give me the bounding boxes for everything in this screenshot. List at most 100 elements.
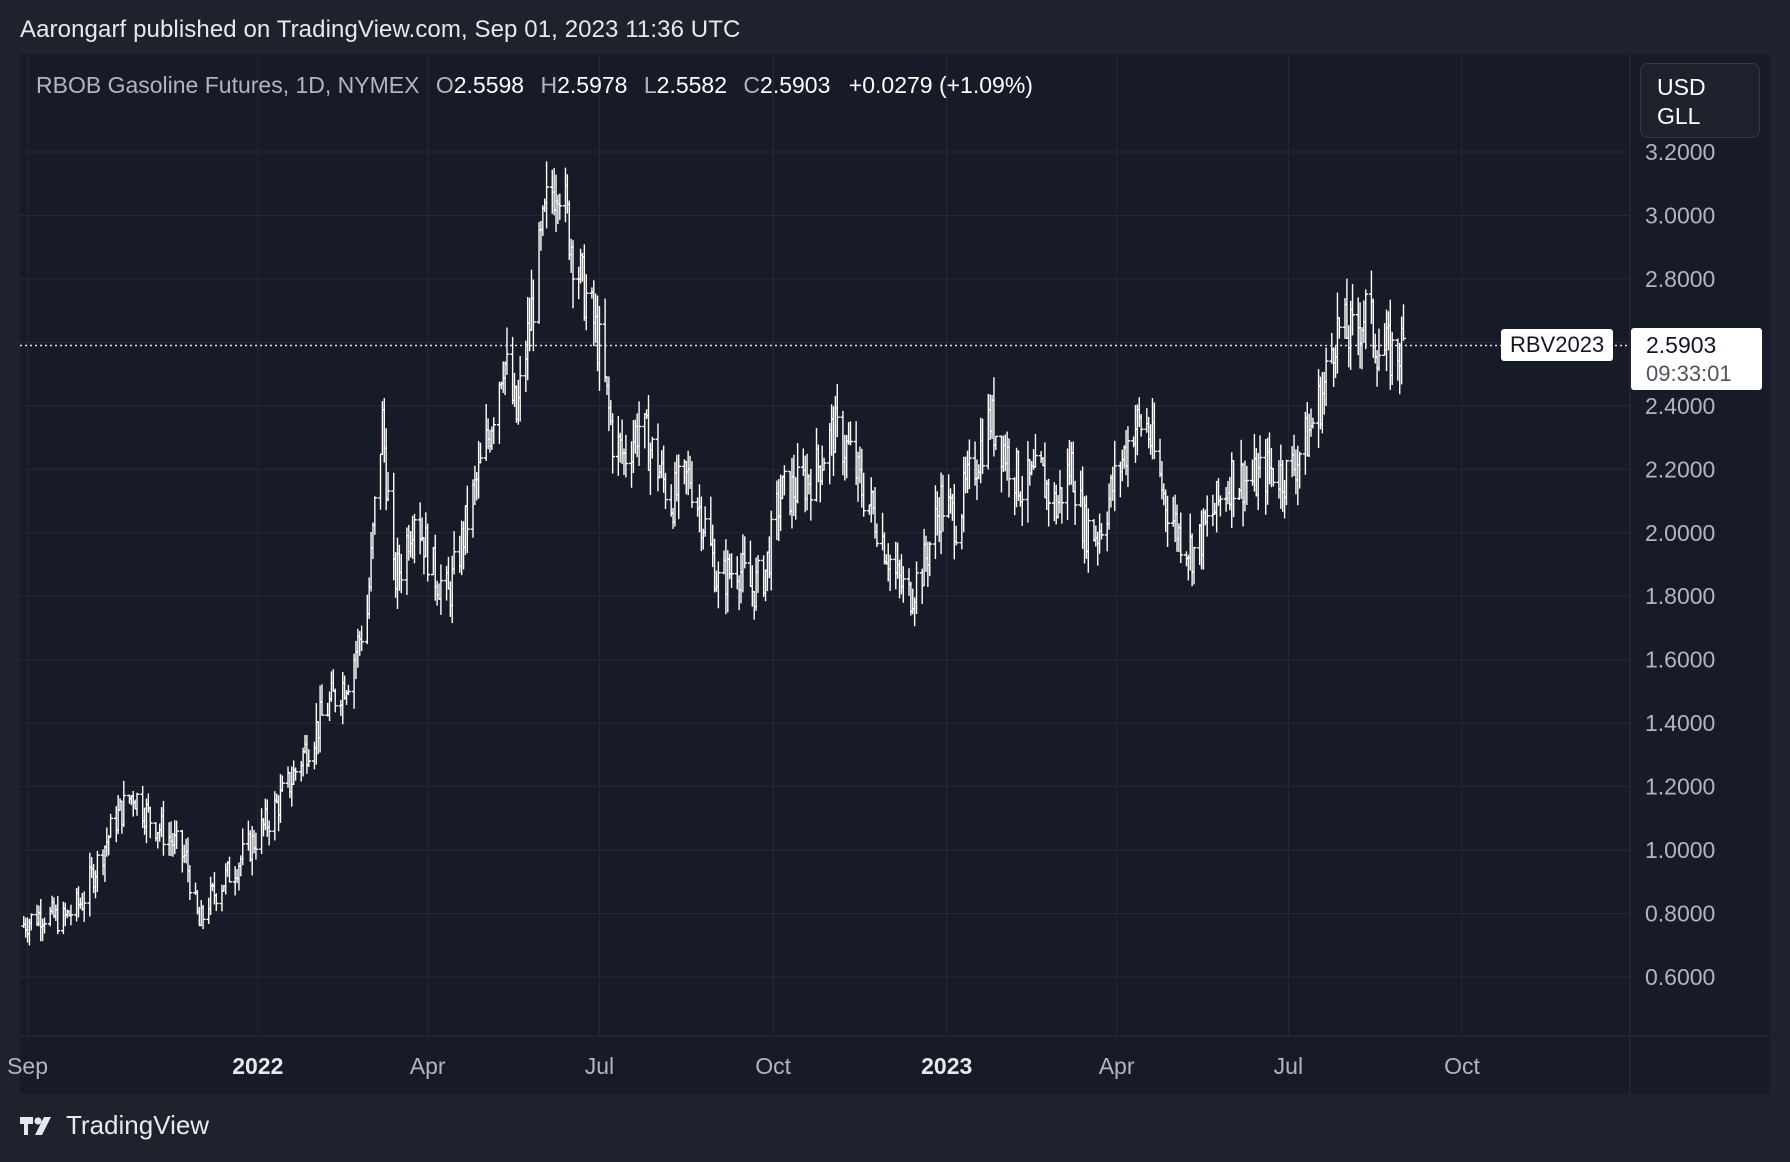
ohlc-bar <box>266 820 272 846</box>
y-tick-label: 1.0000 <box>1645 837 1715 863</box>
x-tick-label: Jul <box>1274 1053 1303 1079</box>
ohlc-bar <box>583 274 589 331</box>
y-tick-label: 1.4000 <box>1645 710 1715 736</box>
ohlc-bar <box>570 240 576 309</box>
y-tick-label: 1.6000 <box>1645 647 1715 673</box>
ohlc-bar <box>636 401 642 466</box>
plot-background <box>20 54 1770 1094</box>
ohlc-bar <box>715 561 721 609</box>
ohlc-bar <box>42 917 47 934</box>
ohlc-bar <box>504 327 510 375</box>
ohlc-bar <box>81 891 87 922</box>
ohlc-bar <box>491 417 497 445</box>
ohlc-bar <box>319 684 325 716</box>
ohlc-bar <box>1231 460 1237 518</box>
ohlc-bar <box>1204 495 1210 537</box>
change-value: +0.0279 (+1.09%) <box>848 72 1033 98</box>
ohlc-bar <box>702 506 708 537</box>
ohlc-bar <box>597 305 602 391</box>
ohlc-bar <box>121 780 127 827</box>
y-tick-label: 2.4000 <box>1645 393 1715 419</box>
ohlc-bar <box>306 749 312 768</box>
ohlc-bar <box>385 472 391 502</box>
ohlc-bar <box>1085 508 1091 573</box>
ohlc-bar <box>768 510 774 591</box>
currency-unit-button[interactable]: USD GLL <box>1640 63 1760 138</box>
last-price-tag: 2.5903 09:33:01 <box>1631 328 1762 390</box>
ohlc-bar <box>240 828 246 866</box>
ohlc-bar <box>1033 433 1038 468</box>
ohlc-bar <box>795 443 801 504</box>
ohlc-bar <box>649 436 655 459</box>
ohlc-bar <box>1006 438 1012 498</box>
ohlc-bar <box>293 767 298 781</box>
ohlc-bar <box>1151 402 1157 460</box>
close-label: C <box>743 72 761 98</box>
ticker-tag: RBV2023 <box>1501 329 1614 361</box>
ohlc-bar <box>1125 426 1131 488</box>
currency-label: USD <box>1657 74 1706 100</box>
tradingview-logo[interactable]: TradingView <box>20 1110 209 1141</box>
y-tick-label: 2.8000 <box>1645 266 1715 292</box>
ohlc-bars <box>21 161 1406 946</box>
unit-label: GLL <box>1657 103 1701 129</box>
close-value: 2.5903 <box>760 72 831 98</box>
ohlc-bar <box>544 161 550 229</box>
ohlc-bar <box>94 850 100 893</box>
y-tick-label: 3.0000 <box>1645 202 1715 228</box>
ohlc-bar <box>1138 413 1144 437</box>
ohlc-bar <box>742 536 748 569</box>
symbol-title[interactable]: RBOB Gasoline Futures, 1D, NYMEX <box>36 72 420 98</box>
ohlc-bar <box>200 904 206 930</box>
x-tick-label: Apr <box>1099 1053 1135 1079</box>
grid-lines <box>20 54 1770 1094</box>
ohlc-bar <box>676 454 682 520</box>
ohlc-bar <box>1270 467 1276 487</box>
ohlc-bar <box>1363 289 1369 350</box>
ohlc-bar <box>451 531 457 575</box>
ohlc-bar <box>187 865 193 901</box>
tradingview-icon <box>20 1116 51 1135</box>
x-tick-label: Oct <box>755 1053 791 1079</box>
high-value: 2.5978 <box>557 72 628 98</box>
publish-line: Aarongarf published on TradingView.com, … <box>20 16 741 43</box>
ohlc-bar <box>1059 487 1065 524</box>
y-tick-label: 2.2000 <box>1645 456 1715 482</box>
ohlc-bar <box>927 541 933 577</box>
ohlc-bar <box>68 904 74 926</box>
ohlc-bar <box>1099 523 1104 540</box>
ohlc-bar <box>940 474 946 532</box>
ohlc-bar <box>1072 480 1078 525</box>
ohlc-bar <box>147 806 153 839</box>
ohlc-bar <box>980 418 986 474</box>
ohlc-bar <box>372 496 378 535</box>
x-tick-label: Jul <box>585 1053 614 1079</box>
ohlc-bar <box>1401 304 1406 341</box>
ohlc-bar <box>966 439 972 490</box>
ohlc-bar <box>517 356 523 422</box>
ohlc-bar <box>227 856 232 883</box>
ohlc-bar <box>557 193 563 220</box>
ohlc-bar <box>782 465 787 496</box>
ohlc-bar <box>213 893 219 911</box>
ohlc-bar <box>464 485 470 554</box>
ohlc-bar <box>108 813 113 838</box>
ohlc-bar <box>1323 347 1329 406</box>
ohlc-bar <box>1191 546 1197 585</box>
ohlc-bar <box>412 513 417 564</box>
ohlc-bar <box>55 896 61 935</box>
ohlc-bar <box>359 625 365 652</box>
ohlc-bar <box>1336 317 1342 339</box>
ohlc-bar <box>623 434 629 478</box>
ohlc-bar <box>874 523 880 548</box>
ohlc-bar <box>398 553 404 594</box>
ohlc-bar <box>1244 465 1250 506</box>
y-tick-label: 2.0000 <box>1645 520 1715 546</box>
ohlc-bar <box>808 468 814 521</box>
ohlc-bar <box>253 832 259 860</box>
ohlc-bar <box>610 413 616 474</box>
ohlc-bar <box>755 555 761 593</box>
ohlc-bar <box>834 384 840 438</box>
ohlc-bar <box>848 421 853 446</box>
